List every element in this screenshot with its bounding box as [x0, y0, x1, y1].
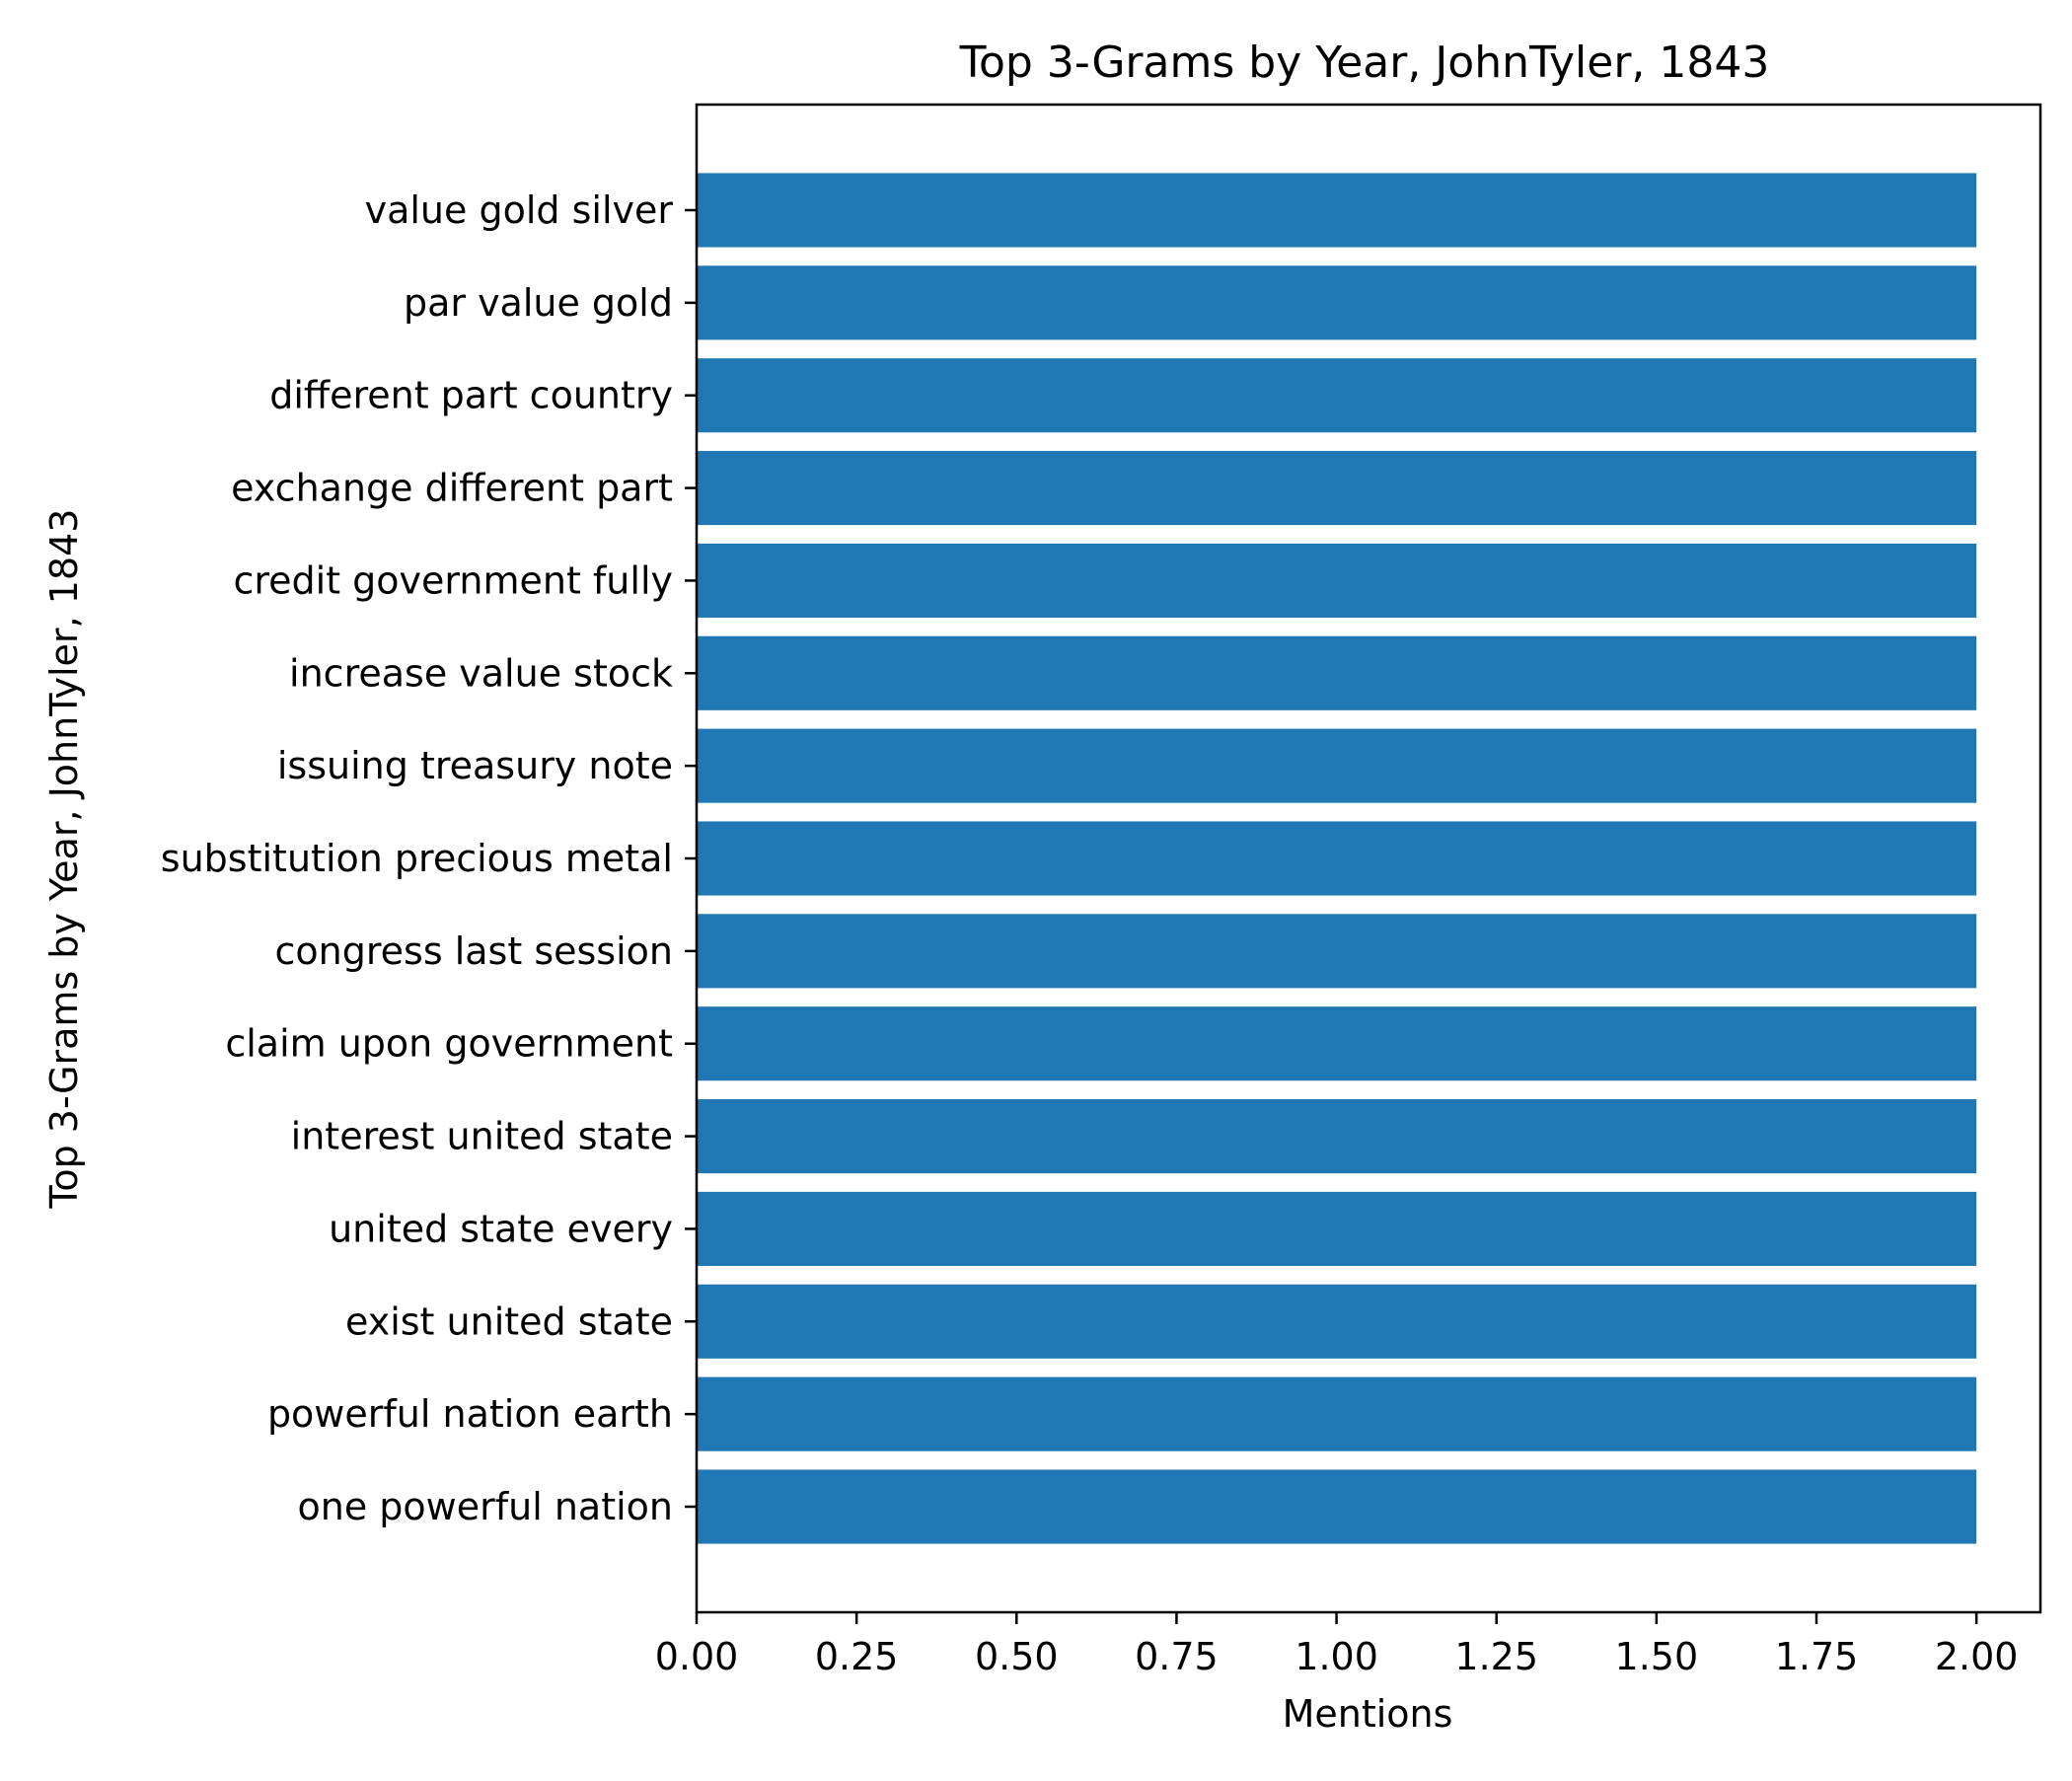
y-tick-label: issuing treasury note [277, 744, 673, 787]
bars-group [697, 173, 1977, 1544]
bar [697, 451, 1977, 526]
y-tick-label: united state every [329, 1207, 673, 1250]
x-tick-label: 1.25 [1454, 1635, 1538, 1678]
x-tick-label: 0.75 [1135, 1635, 1219, 1678]
y-tick-label: par value gold [404, 281, 673, 325]
x-tick-label: 0.50 [975, 1635, 1059, 1678]
bar [697, 543, 1977, 618]
bar [697, 635, 1977, 710]
bar [697, 728, 1977, 803]
bar [697, 1284, 1977, 1359]
bar [697, 1006, 1977, 1081]
y-tick-label: powerful nation earth [267, 1392, 673, 1436]
y-tick-label: credit government fully [233, 558, 673, 602]
x-tick-label: 0.25 [815, 1635, 899, 1678]
x-axis-label: Mentions [1283, 1692, 1453, 1736]
bar [697, 358, 1977, 433]
x-tick-label: 1.75 [1775, 1635, 1859, 1678]
x-tick-label: 0.00 [655, 1635, 739, 1678]
chart-title: Top 3-Grams by Year, JohnTyler, 1843 [959, 37, 1770, 88]
x-tick-label: 1.00 [1295, 1635, 1378, 1678]
y-tick-label: congress last session [275, 929, 673, 973]
bar [697, 1376, 1977, 1451]
y-tick-label: substitution precious metal [161, 837, 673, 880]
y-axis-label: Top 3-Grams by Year, JohnTyler, 1843 [42, 509, 86, 1210]
y-tick-label: different part country [269, 374, 673, 417]
bar [697, 821, 1977, 896]
bar [697, 914, 1977, 989]
y-tick-label: exchange different part [231, 467, 673, 510]
x-tick-label: 2.00 [1935, 1635, 2019, 1678]
y-tick-label: one powerful nation [297, 1485, 673, 1528]
bar [697, 265, 1977, 340]
y-tick-label: increase value stock [289, 651, 673, 695]
bar [697, 1191, 1977, 1266]
bar [697, 173, 1977, 248]
x-tick-label: 1.50 [1615, 1635, 1699, 1678]
y-tick-label: claim upon government [225, 1022, 673, 1066]
bar [697, 1099, 1977, 1174]
bar [697, 1469, 1977, 1544]
y-tick-label: value gold silver [365, 188, 674, 232]
y-tick-label: exist united state [345, 1299, 673, 1343]
y-tick-label: interest united state [291, 1115, 673, 1158]
x-axis: 0.00 0.25 0.50 0.75 1.00 1.25 1.50 1.75 2.00 [655, 1612, 2019, 1678]
y-axis: value gold silver par value gold different… [161, 188, 697, 1528]
